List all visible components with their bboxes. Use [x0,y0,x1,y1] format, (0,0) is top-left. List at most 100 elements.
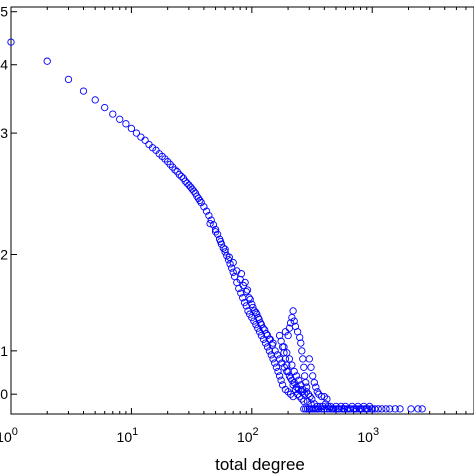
plot-area [10,6,474,415]
data-point [332,405,340,413]
data-point [268,341,276,349]
data-point [261,339,270,347]
data-point [171,166,179,174]
data-point [309,372,317,380]
data-point [257,320,266,329]
data-point [355,405,363,413]
data-point [281,328,290,336]
data-point [286,374,295,382]
ticks-layer [10,7,474,414]
data-point [259,324,267,332]
data-point [277,376,285,384]
data-point [349,405,358,413]
data-point [378,405,386,413]
data-point [296,392,304,401]
data-point [206,219,214,228]
data-point [285,355,294,363]
data-point [320,405,328,413]
data-point [274,367,282,376]
data-point [327,405,336,413]
x-tick-label: 102 [237,426,259,445]
data-point [330,405,338,413]
data-point [241,278,249,287]
data-point [290,317,298,325]
data-point [301,372,309,380]
data-point [335,405,343,413]
data-point [299,355,307,363]
y-tick-label: 3 [0,125,8,141]
data-point [320,392,328,401]
y-tick-label: 2 [0,246,8,262]
y-tick-label: 4 [0,57,8,73]
data-point [252,320,260,329]
data-point [64,75,73,84]
y-tick-label: 1 [0,343,8,359]
data-point [382,405,390,413]
data-point [221,248,229,256]
data-point [43,57,51,65]
data-point [275,372,284,380]
data-point [205,211,213,220]
data-point [207,216,215,224]
data-point [284,388,292,396]
data-point [132,129,141,137]
data-point [267,351,275,359]
data-point [407,405,415,413]
data-point [323,405,331,413]
data-point [188,185,196,193]
data-point [233,267,241,275]
data-point [284,331,292,340]
data-point [265,347,274,355]
y-tick-label: 5 [0,4,8,20]
data-point [313,405,321,413]
labels-layer: 100 101 102 103 0 1 2 3 4 5 [0,4,379,445]
data-point [275,355,284,363]
data-point [271,347,279,355]
data-point [225,253,233,261]
data-point [289,381,297,389]
data-point [211,225,220,234]
data-point [302,378,310,387]
y-tick-label: 0 [0,386,8,402]
data-point [352,405,361,413]
data-point [127,124,136,133]
data-point [229,268,237,276]
data-point [286,390,295,398]
data-point [221,245,229,253]
data-point [272,363,281,371]
data-point [386,405,394,413]
data-point [310,405,318,413]
data-point [288,361,296,369]
data-point [219,244,227,252]
data-point [183,179,191,187]
data-point [323,395,331,403]
data-point [305,355,313,363]
data-point [213,230,222,238]
data-point [185,181,193,189]
data-point [248,300,256,308]
data-point [338,405,346,413]
data-point [211,228,220,236]
data-point [175,170,183,179]
data-point [161,155,169,163]
x-axis-title: total degree [215,455,305,474]
data-point [304,390,313,398]
data-point [289,307,297,315]
data-point [265,335,274,343]
data-point [137,133,145,141]
data-point [7,38,15,46]
data-point [297,381,305,389]
data-point [367,405,375,413]
data-point [246,295,254,304]
data-point [317,405,326,413]
data-point [286,319,295,327]
data-point [302,388,311,396]
data-point [245,294,253,302]
data-point [101,103,109,112]
data-point [109,110,117,118]
data-point [391,405,399,413]
data-point [116,115,124,123]
data-point [273,351,282,359]
data-point [396,405,404,413]
